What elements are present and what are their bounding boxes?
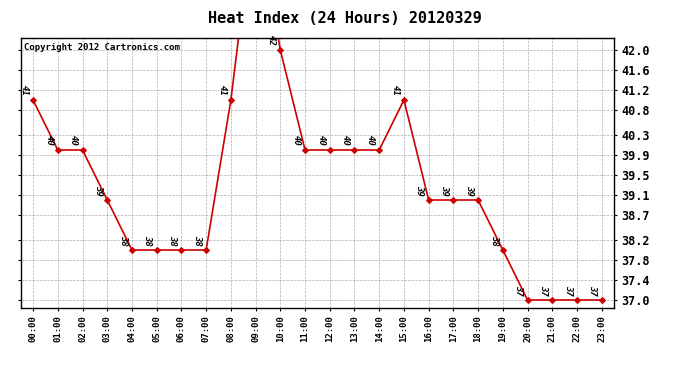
Text: 41: 41	[391, 85, 400, 96]
Text: 40: 40	[292, 135, 301, 146]
Text: 39: 39	[94, 185, 103, 196]
Text: 38: 38	[119, 235, 128, 246]
Text: 39: 39	[465, 185, 474, 196]
Text: 40: 40	[317, 135, 326, 146]
Text: 40: 40	[70, 135, 79, 146]
Text: 42: 42	[267, 35, 276, 46]
Text: Copyright 2012 Cartronics.com: Copyright 2012 Cartronics.com	[23, 43, 179, 52]
Text: Heat Index (24 Hours) 20120329: Heat Index (24 Hours) 20120329	[208, 11, 482, 26]
Text: 45: 45	[0, 374, 1, 375]
Text: 41: 41	[218, 85, 227, 96]
Text: 39: 39	[440, 185, 449, 196]
Text: 38: 38	[168, 235, 177, 246]
Text: 38: 38	[193, 235, 202, 246]
Text: 37: 37	[589, 285, 598, 296]
Text: 39: 39	[415, 185, 424, 196]
Text: 40: 40	[366, 135, 375, 146]
Text: 37: 37	[564, 285, 573, 296]
Text: 38: 38	[144, 235, 152, 246]
Text: 40: 40	[342, 135, 351, 146]
Text: 40: 40	[45, 135, 54, 146]
Text: 38: 38	[490, 235, 499, 246]
Text: 37: 37	[515, 285, 524, 296]
Text: 41: 41	[20, 85, 29, 96]
Text: 37: 37	[539, 285, 548, 296]
